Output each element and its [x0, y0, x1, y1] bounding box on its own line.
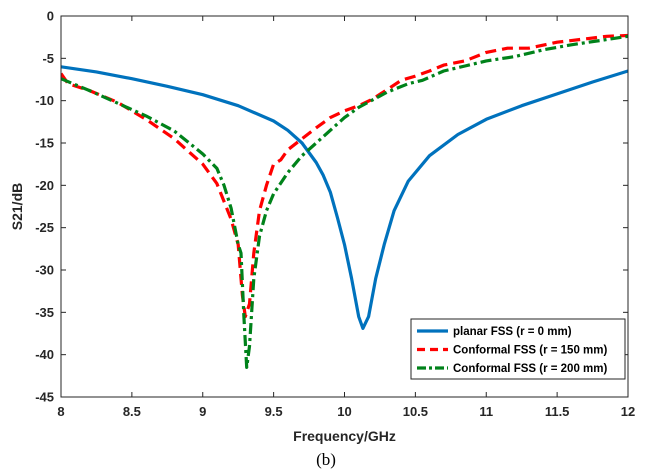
y-tick-label: -5 [42, 51, 54, 66]
legend-label-3: Conformal FSS (r = 200 mm) [453, 363, 607, 375]
legend-label-2: Conformal FSS (r = 150 mm) [453, 345, 607, 357]
x-tick-label: 9 [199, 404, 206, 419]
x-tick-label: 10.5 [403, 404, 428, 419]
x-tick-label: 10 [337, 404, 351, 419]
x-tick-label: 8 [57, 404, 64, 419]
x-tick-label: 9.5 [265, 404, 283, 419]
figure-caption: (b) [316, 450, 336, 469]
x-tick-label: 8.5 [123, 404, 141, 419]
y-tick-label: -30 [35, 263, 54, 278]
series-line-1 [61, 65, 628, 330]
y-tick-label: -20 [35, 178, 54, 193]
series-line-2 [61, 33, 628, 319]
y-tick-label: -40 [35, 347, 54, 362]
y-axis-title: S21/dB [9, 183, 25, 230]
legend: planar FSS (r = 0 mm) Conformal FSS (r = … [410, 318, 626, 380]
x-tick-label: 11 [479, 404, 493, 419]
series-line-3 [61, 34, 628, 369]
x-tick-label: 12 [621, 404, 635, 419]
y-tick-label: 0 [47, 9, 54, 24]
legend-label-1: planar FSS (r = 0 mm) [453, 326, 572, 338]
y-tick-label: -25 [35, 220, 54, 235]
y-tick-label: -15 [35, 136, 54, 151]
s21-chart: 8 8.5 9 9.5 10 10.5 11 11.5 12 0 -5 -10 -15 -20 -25 -30… [9, 9, 635, 445]
y-tick-label: -45 [35, 390, 54, 405]
y-tick-label: -10 [35, 93, 54, 108]
x-tick-label: 11.5 [545, 404, 570, 419]
x-axis-title: Frequency/GHz [293, 428, 396, 444]
y-tick-label: -35 [35, 305, 54, 320]
